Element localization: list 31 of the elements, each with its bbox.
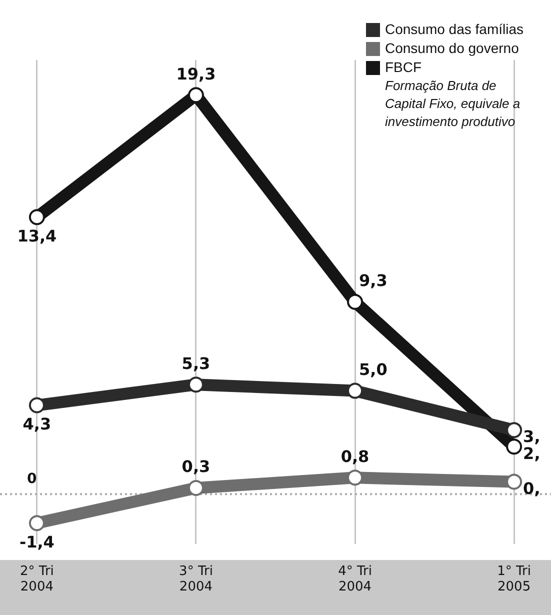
point [28,515,45,532]
point [28,397,45,414]
legend-label: Consumo do governo [385,39,519,58]
point [188,480,204,496]
point [506,474,522,490]
data-label: -1,4 [19,532,54,552]
point [347,382,364,399]
data-label: 13,4 [17,226,57,246]
point [506,422,522,438]
data-label: 0,8 [340,446,370,466]
point [28,209,45,226]
x-tick-label: 3° Tri 2004 [179,564,213,595]
annotation: Formação Bruta de Capital Fixo, equivale a investimento produtivo [384,77,522,131]
x-tick-label: 2° Tri 2004 [20,564,54,595]
point [347,294,364,310]
x-tick-label: 4° Tri 2004 [338,564,372,595]
legend-label: FBCF [385,58,422,77]
annotation: 3, [523,427,540,446]
point [506,438,522,455]
data-label: 19,3 [176,64,216,84]
annotation: 0, [523,478,540,498]
point [188,87,204,104]
data-label: 9,3 [359,271,388,290]
data-label: 5,0 [359,360,388,379]
data-label: 0,3 [182,457,210,476]
x-tick-label: 1° Tri 2005 [497,564,531,595]
data-label: 5,3 [182,354,210,373]
annotation: 2, [523,444,540,463]
ref-line-label: 0 [27,470,37,487]
data-label: 4,3 [22,414,52,434]
legend-label: Consumo das famílias [385,20,524,39]
